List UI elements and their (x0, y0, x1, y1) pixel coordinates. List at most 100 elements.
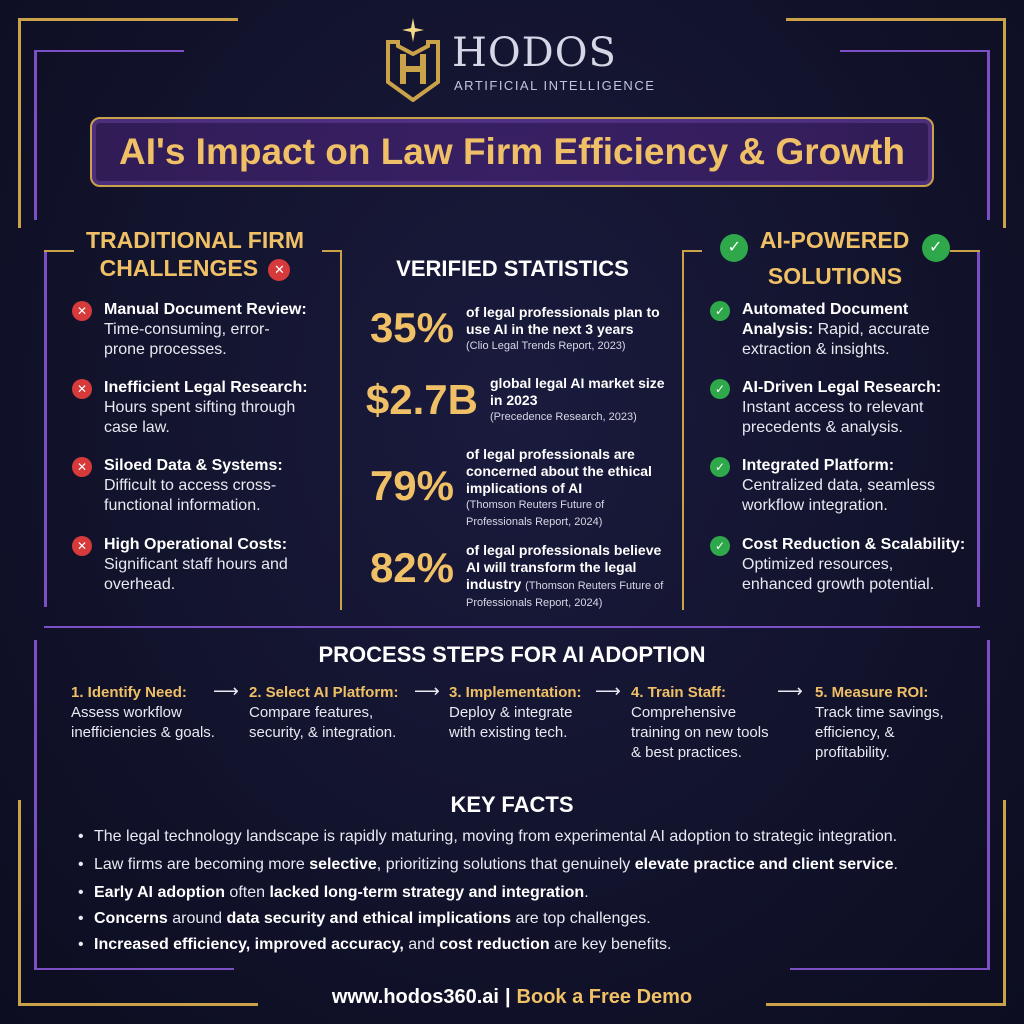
challenge-desc: Hours spent sifting through (104, 399, 296, 416)
solution-title: Cost Reduction & Scalability: (742, 536, 966, 553)
stat-line: global legal AI market size (490, 375, 665, 391)
challenge-title: Siloed Data & Systems: (104, 457, 283, 474)
solution-title: AI-Driven Legal Research: (742, 379, 942, 396)
book-demo-link[interactable]: Book a Free Demo (516, 986, 693, 1008)
frame-line (18, 1003, 258, 1006)
fact-text: around (167, 910, 227, 927)
website-link[interactable]: www.hodos360.ai (331, 986, 499, 1008)
frame-line (766, 1003, 1006, 1006)
solution-title: Analysis: (742, 321, 814, 338)
frame-line (977, 252, 980, 607)
x-circle-icon: ✕ (72, 301, 92, 321)
fact-emphasis: selective (309, 856, 377, 873)
solution-text: Integrated Platform: Centralized data, s… (742, 456, 935, 516)
challenge-desc: Significant staff hours and (104, 556, 288, 573)
solution-desc: Optimized resources, (742, 556, 894, 573)
challenge-text: Inefficient Legal Research: Hours spent … (104, 378, 308, 438)
solutions-heading-line2: SOLUTIONS (767, 263, 903, 289)
stat-value: 35% (369, 304, 454, 351)
frame-line (786, 18, 1006, 21)
fact-text: . (584, 884, 589, 901)
fact-text: The legal technology landscape is rapidl… (94, 828, 898, 845)
fact-emphasis: cost reduction (439, 936, 550, 953)
step-desc: & best practices. (631, 744, 742, 761)
stat-source: (Clio Legal Trends Report, 2023) (466, 340, 626, 352)
key-fact: • Early AI adoption often lacked long-ter… (78, 884, 589, 902)
fact-text: , prioritizing solutions that genuinely (376, 856, 635, 873)
stat-source: (Thomson Reuters Future of (525, 580, 664, 592)
check-circle-icon: ✓ (710, 457, 730, 477)
step-title: 4. Train Staff: (631, 684, 727, 701)
column-divider (340, 250, 342, 610)
bullet-icon: • (78, 856, 84, 873)
frame-line (44, 252, 47, 607)
challenge-title: High Operational Costs: (104, 536, 288, 553)
fact-emphasis: Concerns (94, 910, 168, 927)
process-step: 1. Identify Need: Assess workflow ineffi… (71, 683, 246, 743)
key-facts-heading: KEY FACTS (450, 792, 574, 817)
section-divider (44, 626, 980, 628)
stat-line: AI will transform the legal (466, 559, 637, 575)
process-heading: PROCESS STEPS FOR AI ADOPTION (318, 642, 706, 667)
step-desc: efficiency, & (815, 724, 895, 741)
x-circle-icon: ✕ (72, 457, 92, 477)
fact-emphasis: Increased efficiency, improved accuracy, (94, 936, 404, 953)
stat-line: of legal professionals believe (466, 542, 662, 558)
solution-desc: Instant access to relevant (742, 399, 924, 416)
stat-description: of legal professionals believe AI will t… (466, 542, 681, 612)
process-step: 4. Train Staff: Comprehensive training o… (631, 683, 796, 763)
challenges-heading-line2-wrap: CHALLENGES ✕ (60, 254, 330, 282)
challenges-heading-line1: TRADITIONAL FIRM (85, 227, 305, 253)
stat-source: (Thomson Reuters Future of (466, 499, 605, 511)
process-step: 5. Measure ROI: Track time savings, effi… (815, 683, 980, 763)
arrow-right-icon: ⟶ (777, 681, 803, 701)
fact-text: and (403, 936, 440, 953)
stat-description: of legal professionals plan to use AI in… (466, 304, 676, 355)
arrow-right-icon: ⟶ (213, 681, 239, 701)
arrow-right-icon: ⟶ (595, 681, 621, 701)
step-title: 2. Select AI Platform: (249, 684, 399, 701)
x-circle-icon: ✕ (268, 259, 291, 281)
brand-subtitle: ARTIFICIAL INTELLIGENCE (454, 78, 656, 93)
check-circle-icon: ✓ (710, 301, 730, 321)
page-title: AI's Impact on Law Firm Efficiency & Gro… (119, 131, 905, 172)
bullet-icon: • (78, 828, 84, 845)
stat-line: of legal professionals plan to (466, 304, 660, 320)
frame-line (44, 250, 74, 252)
frame-line (682, 250, 702, 252)
frame-line (950, 250, 980, 252)
title-banner: AI's Impact on Law Firm Efficiency & Gro… (90, 117, 934, 187)
fact-emphasis: data security and ethical implications (226, 910, 512, 927)
footer: www.hodos360.ai | Book a Free Demo (0, 986, 1024, 1009)
solution-text: AI-Driven Legal Research: Instant access… (742, 378, 941, 438)
key-fact: • The legal technology landscape is rapid… (78, 828, 897, 846)
step-desc: training on new tools (631, 724, 769, 741)
challenge-text: Manual Document Review: Time-consuming, … (104, 300, 307, 360)
key-fact: • Law firms are becoming more selective, … (78, 856, 898, 874)
stat-value: 79% (369, 462, 454, 509)
stat-description: of legal professionals are concerned abo… (466, 446, 676, 531)
check-circle-icon: ✓ (720, 234, 749, 262)
frame-line (1003, 18, 1006, 228)
stat-line: in 2023 (490, 392, 538, 408)
solutions-heading: ✓ AI-POWERED ✓ SOLUTIONS (700, 226, 970, 290)
stat-value: 82% (369, 544, 454, 591)
x-circle-icon: ✕ (72, 379, 92, 399)
bullet-icon: • (78, 910, 84, 927)
footer-separator: | (504, 986, 511, 1008)
solution-title: Integrated Platform: (742, 457, 895, 474)
stat-line: use AI in the next 3 years (466, 321, 634, 337)
stat-line: of legal professionals are (466, 446, 635, 462)
challenge-desc: prone processes. (104, 341, 227, 358)
solutions-heading-line1-wrap: ✓ AI-POWERED ✓ (700, 226, 970, 262)
brand-name: HODOS (452, 30, 617, 76)
solution-desc: Centralized data, seamless (742, 477, 935, 494)
solution-desc: workflow integration. (742, 497, 888, 514)
hodos-logo-icon (386, 18, 440, 102)
challenge-title: Manual Document Review: (104, 301, 307, 318)
x-circle-icon: ✕ (72, 536, 92, 556)
step-title: 5. Measure ROI: (815, 684, 929, 701)
challenge-desc: overhead. (104, 576, 176, 593)
frame-line (18, 800, 21, 1005)
frame-line (987, 50, 990, 220)
